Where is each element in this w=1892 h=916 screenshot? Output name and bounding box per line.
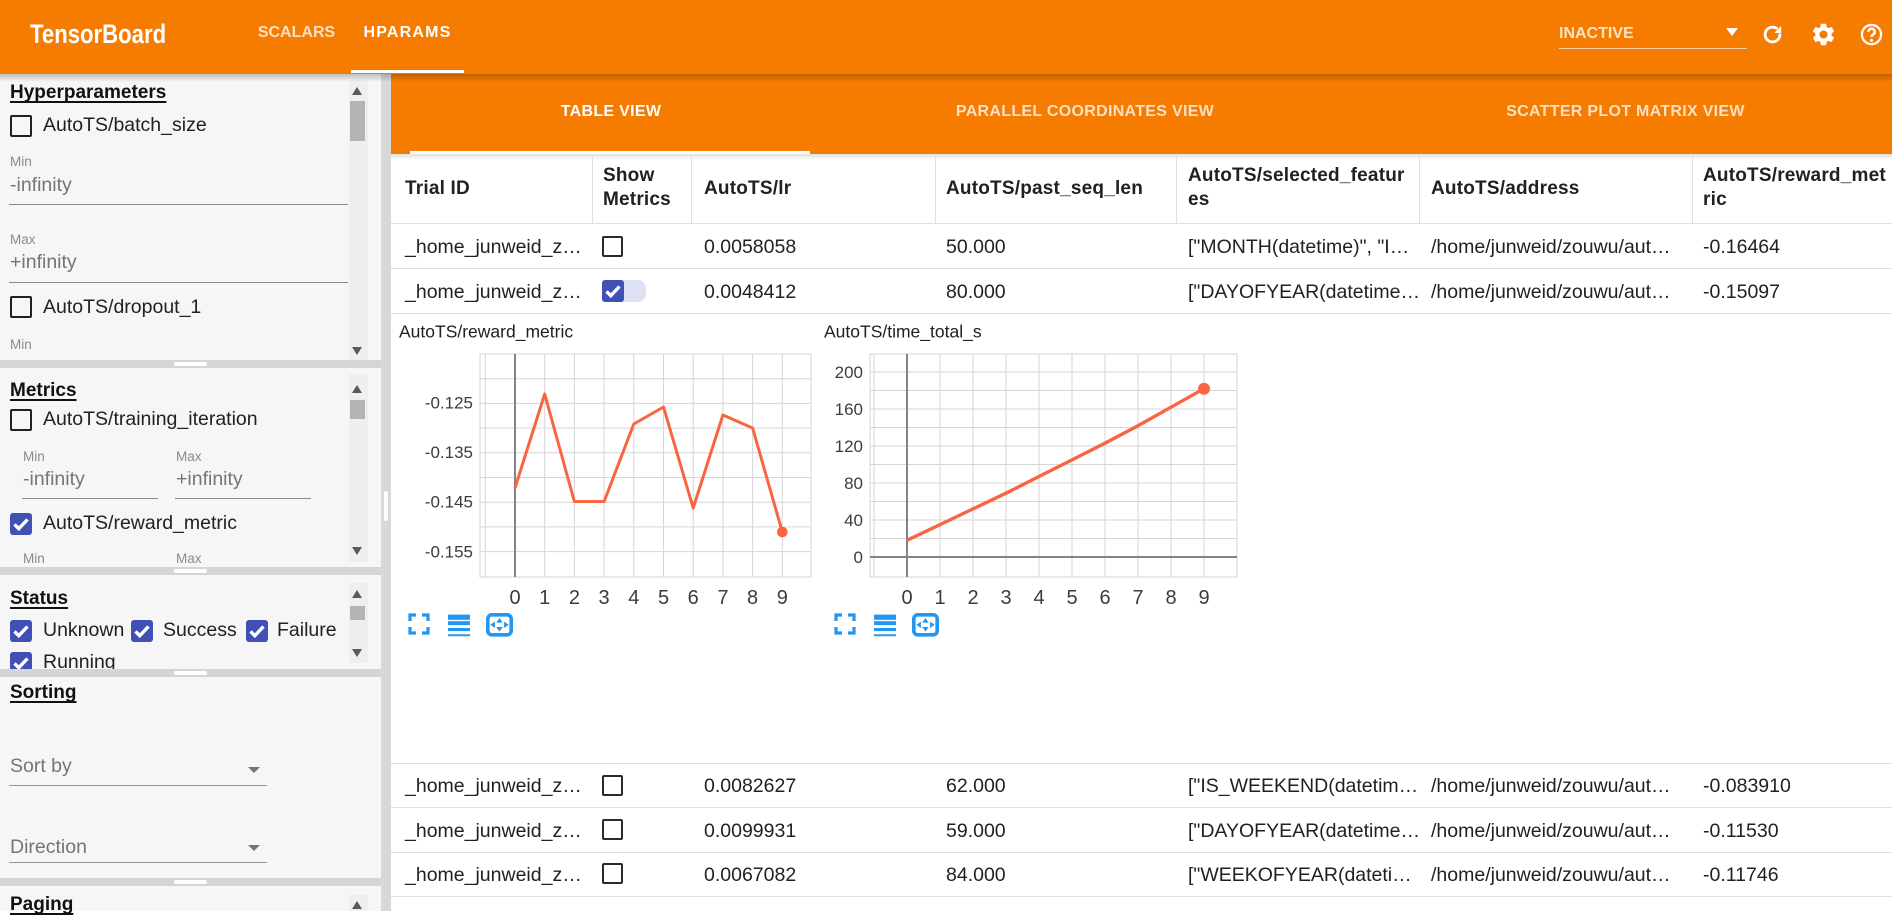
svg-text:9: 9 (1198, 587, 1209, 609)
svg-text:4: 4 (628, 587, 639, 609)
svg-text:-0.135: -0.135 (425, 443, 473, 462)
svg-text:200: 200 (835, 363, 863, 382)
svg-text:40: 40 (844, 511, 863, 530)
svg-text:AutoTS/time_total_s: AutoTS/time_total_s (824, 322, 982, 343)
svg-text:-0.145: -0.145 (425, 493, 473, 512)
svg-text:5: 5 (1066, 587, 1077, 609)
svg-text:7: 7 (1132, 587, 1143, 609)
svg-text:1: 1 (539, 587, 550, 609)
svg-text:8: 8 (1165, 587, 1176, 609)
svg-text:5: 5 (658, 587, 669, 609)
svg-text:3: 3 (599, 587, 610, 609)
svg-text:AutoTS/reward_metric: AutoTS/reward_metric (399, 322, 573, 343)
svg-text:160: 160 (835, 400, 863, 419)
svg-text:9: 9 (777, 587, 788, 609)
svg-text:1: 1 (934, 587, 945, 609)
svg-text:0: 0 (854, 548, 863, 567)
svg-text:-0.155: -0.155 (425, 542, 473, 561)
svg-text:4: 4 (1033, 587, 1044, 609)
svg-text:0: 0 (509, 587, 520, 609)
svg-text:3: 3 (1000, 587, 1011, 609)
svg-text:2: 2 (569, 587, 580, 609)
svg-text:8: 8 (747, 587, 758, 609)
svg-text:0: 0 (901, 587, 912, 609)
svg-text:80: 80 (844, 474, 863, 493)
svg-text:120: 120 (835, 437, 863, 456)
svg-text:-0.125: -0.125 (425, 394, 473, 413)
svg-text:6: 6 (1099, 587, 1110, 609)
svg-text:2: 2 (967, 587, 978, 609)
svg-text:7: 7 (717, 587, 728, 609)
svg-text:6: 6 (688, 587, 699, 609)
